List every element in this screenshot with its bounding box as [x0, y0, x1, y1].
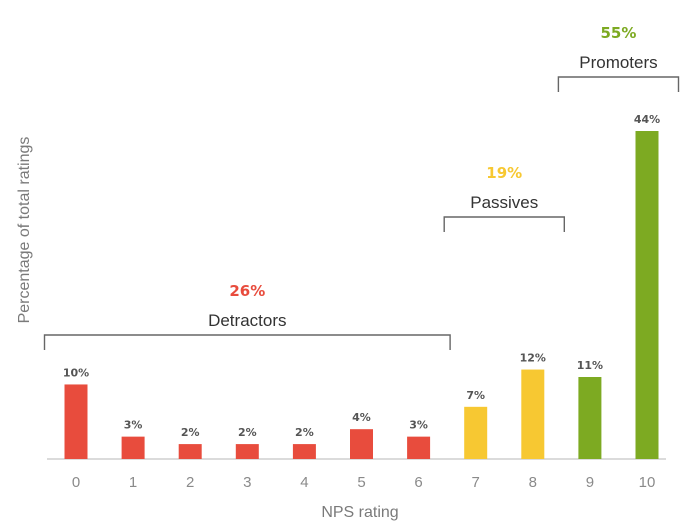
x-tick-label: 5 — [357, 474, 365, 491]
bar-value-label: 3% — [124, 419, 143, 432]
segment-groups: Detractors 26% Passives 19% Promoters 55% — [43, 24, 680, 350]
x-tick-label: 6 — [414, 474, 422, 491]
y-axis-label: Percentage of total ratings — [16, 137, 33, 324]
x-tick-label: 1 — [129, 474, 137, 491]
bar-value-label: 4% — [352, 411, 371, 424]
bar-7 — [464, 406, 488, 459]
x-tick-label: 7 — [472, 474, 480, 491]
group-bracket-promoters — [557, 76, 680, 92]
bar-value-label: 2% — [238, 426, 257, 439]
bar-8 — [521, 369, 545, 459]
group-bracket-detractors — [43, 334, 451, 350]
x-tick-label: 3 — [243, 474, 251, 491]
bar-6 — [407, 436, 431, 459]
bar-9 — [578, 377, 602, 459]
x-tick-label: 0 — [72, 474, 80, 491]
x-tick-label: 2 — [186, 474, 194, 491]
bar-value-label: 44% — [634, 113, 660, 126]
bar-2 — [178, 444, 202, 459]
x-tick-label: 8 — [529, 474, 537, 491]
bar-value-label: 7% — [466, 389, 485, 402]
bar-0 — [64, 384, 88, 459]
x-tick-label: 10 — [639, 474, 656, 491]
group-percent-promoters: 55% — [600, 24, 636, 42]
bar-3 — [235, 444, 259, 459]
bar-value-label: 10% — [63, 366, 89, 379]
group-name-detractors: Detractors — [208, 311, 286, 330]
bars-group: 10%03%12%22%32%44%53%67%712%811%944%10 — [63, 113, 660, 491]
bar-value-label: 11% — [577, 359, 603, 372]
bar-value-label: 12% — [520, 352, 546, 365]
bar-5 — [350, 429, 373, 459]
x-axis-label: NPS rating — [321, 504, 398, 521]
x-tick-label: 4 — [300, 474, 308, 491]
x-tick-label: 9 — [586, 474, 594, 491]
group-percent-detractors: 26% — [229, 282, 265, 300]
bar-10 — [635, 131, 659, 459]
bar-value-label: 2% — [295, 426, 314, 439]
bar-value-label: 3% — [409, 419, 428, 432]
bar-4 — [292, 444, 316, 459]
bar-1 — [121, 436, 145, 459]
group-name-promoters: Promoters — [579, 53, 657, 72]
bar-value-label: 2% — [181, 426, 200, 439]
group-name-passives: Passives — [470, 193, 538, 212]
group-percent-passives: 19% — [486, 164, 522, 182]
group-bracket-passives — [443, 216, 565, 232]
